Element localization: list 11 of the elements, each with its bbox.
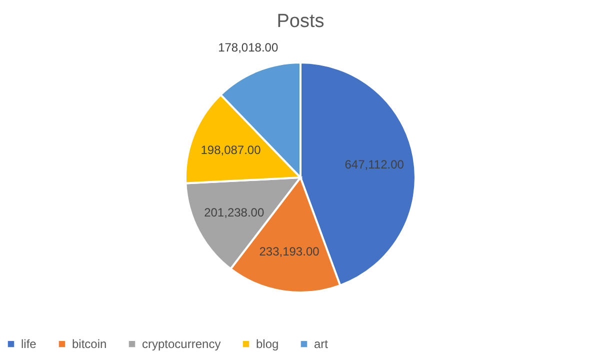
legend-label: cryptocurrency [142,337,221,352]
legend-label: blog [256,337,279,352]
data-label: 233,193.00 [259,244,320,259]
legend-label: bitcoin [72,337,107,352]
chart-title: Posts [276,11,324,32]
data-label: 201,238.00 [204,205,264,220]
legend-label: life [21,337,37,352]
data-label: 647,112.00 [344,157,404,172]
data-label: 178,018.00 [218,40,278,55]
data-label: 198,087.00 [200,142,262,157]
legend-label: art [314,337,329,352]
